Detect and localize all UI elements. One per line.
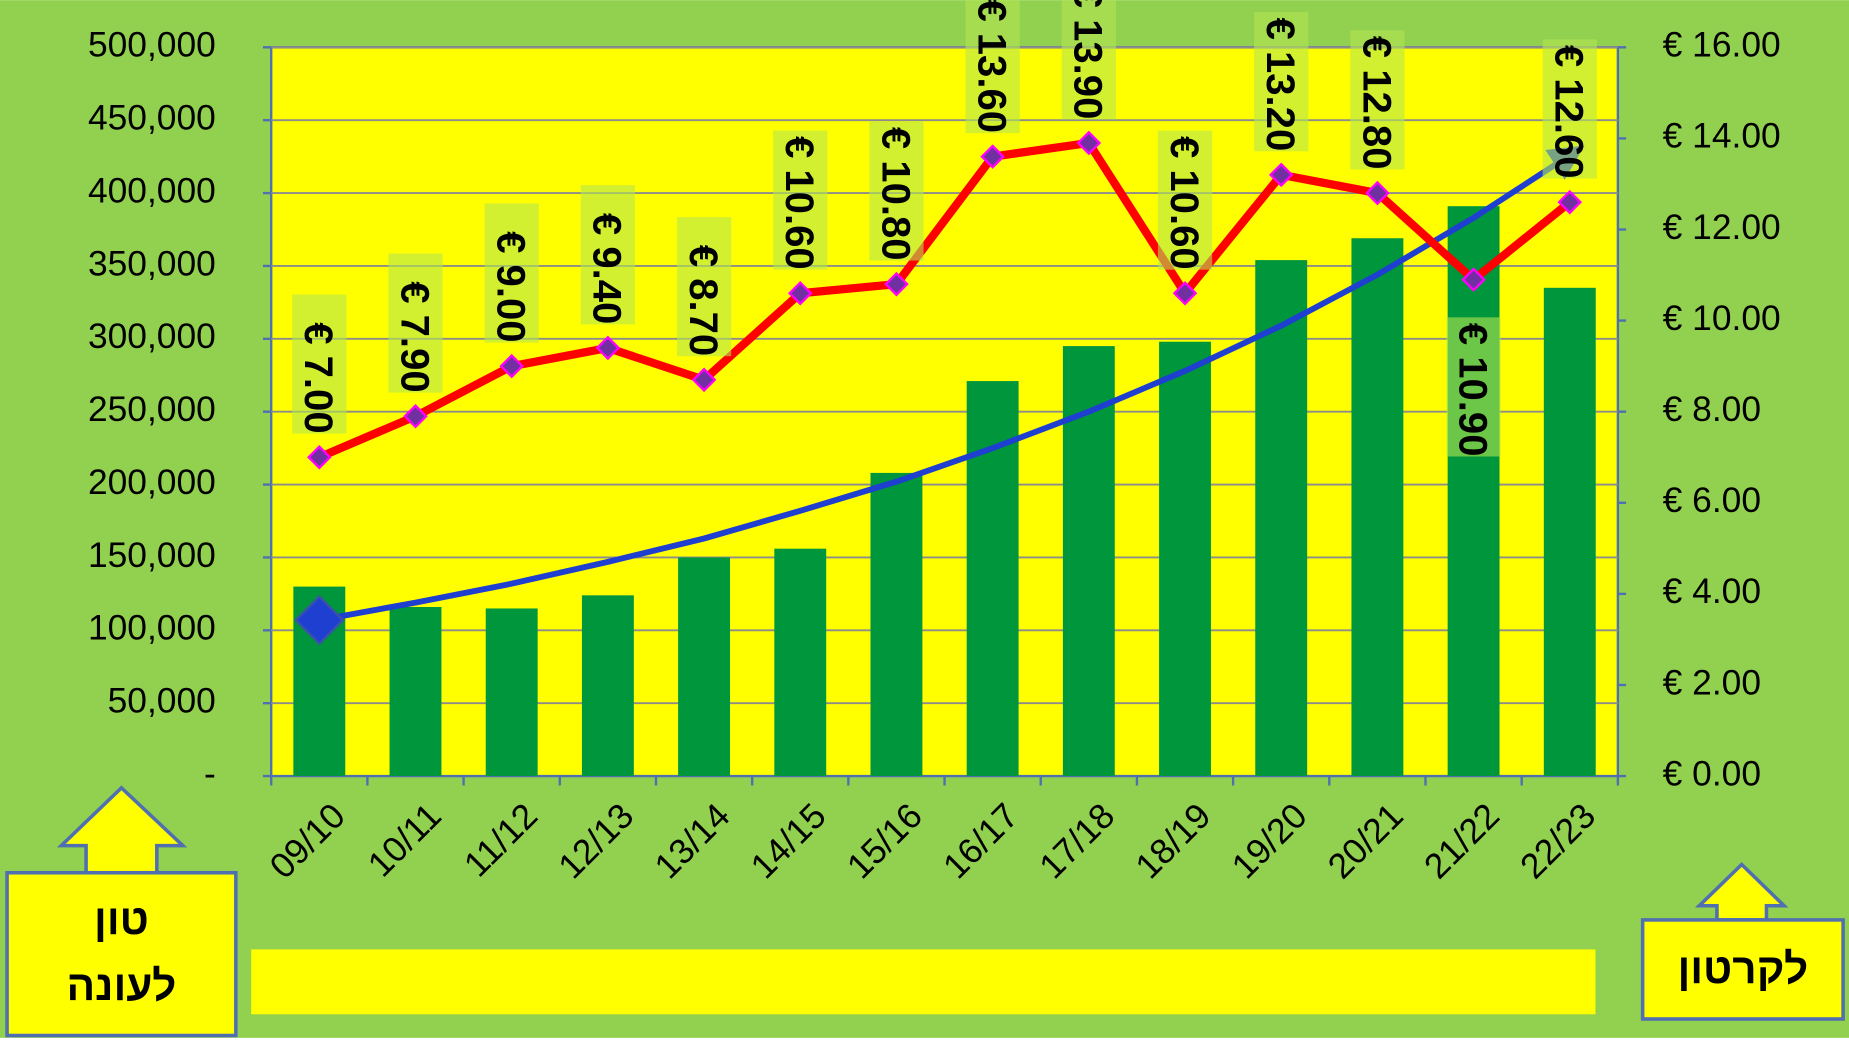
data-label-bg: [1157, 130, 1213, 270]
bar: [1351, 238, 1404, 777]
data-label: € 9.40: [585, 213, 629, 324]
price-marker: [499, 353, 524, 379]
bar: [1159, 341, 1211, 777]
data-label: € 8.70: [681, 245, 725, 356]
data-label-bg: [580, 185, 636, 325]
bar: [1255, 260, 1308, 777]
y2-tick-label: € 12.00: [1663, 208, 1781, 247]
y-tick-label: 150,000: [88, 536, 216, 575]
price-marker: [787, 280, 813, 306]
bar: [389, 606, 442, 777]
price-marker: [884, 271, 909, 297]
data-label: € 7.00: [296, 322, 340, 433]
y2-axis-label: לקרטון: [1677, 945, 1808, 992]
y2-tick-label: € 6.00: [1663, 481, 1761, 520]
y-tick-label: 500,000: [88, 26, 216, 65]
data-label: € 10.80: [873, 127, 917, 261]
y2-tick-label: € 2.00: [1663, 663, 1761, 702]
price-marker: [1172, 280, 1198, 306]
bar: [485, 608, 538, 777]
trend-start-marker: [294, 594, 345, 646]
bar: [1447, 206, 1500, 777]
data-label-bg: [676, 217, 732, 357]
price-marker: [1076, 130, 1102, 156]
y-label-box: [5, 870, 238, 1038]
data-label-bg: [1446, 317, 1501, 457]
y2-tick-label: € 16.00: [1663, 26, 1781, 65]
y-tick-label: 250,000: [88, 390, 216, 429]
y2-tick-label: € 8.00: [1663, 390, 1761, 429]
data-label-bg: [965, 0, 1020, 134]
data-label: € 13.20: [1258, 18, 1302, 152]
bar: [678, 557, 731, 777]
data-label: € 13.90: [1066, 0, 1110, 119]
y-tick-label: 300,000: [88, 317, 216, 356]
legend-box: [251, 949, 1596, 1015]
price-marker: [595, 335, 621, 361]
trend-line: [318, 145, 1585, 624]
price-marker: [1557, 189, 1583, 215]
y2-tick-label: € 4.00: [1663, 572, 1761, 611]
data-label-bg: [388, 253, 443, 393]
data-label: € 13.60: [969, 0, 1013, 133]
price-marker: [403, 403, 428, 429]
data-label-bg: [484, 203, 539, 343]
data-label: € 7.90: [392, 281, 436, 392]
y2-tick-label: € 10.00: [1663, 299, 1781, 338]
data-label: € 12.80: [1354, 36, 1398, 170]
price-marker: [307, 444, 332, 470]
data-label-bg: [1061, 0, 1116, 120]
bar: [581, 595, 634, 777]
price-marker: [1461, 267, 1486, 292]
y-tick-label: 200,000: [88, 463, 216, 502]
price-marker: [691, 367, 717, 393]
bar: [774, 548, 827, 777]
y-axis-label: טון לעונה: [66, 895, 177, 1010]
y-tick-label: 450,000: [88, 99, 216, 138]
price-marker: [1365, 180, 1390, 206]
data-label: € 10.60: [777, 136, 821, 270]
y-tick-label: 400,000: [88, 171, 216, 210]
data-label-bg: [292, 294, 347, 434]
data-label-bg: [1542, 39, 1597, 179]
y-tick-label: -: [204, 754, 216, 793]
y-tick-label: 350,000: [88, 244, 216, 283]
y2-tick-label: € 0.00: [1663, 754, 1761, 793]
data-label-bg: [869, 121, 924, 261]
price-marker: [980, 144, 1005, 169]
y2-label-box: [1640, 918, 1845, 1021]
bar: [1543, 287, 1596, 777]
data-label: € 10.60: [1162, 136, 1206, 270]
price-line: [317, 138, 1573, 462]
y2-tick-label: € 14.00: [1663, 117, 1781, 156]
y-tick-label: 50,000: [108, 682, 216, 721]
price-marker: [1268, 162, 1294, 188]
data-label: € 9.00: [489, 231, 533, 342]
bar: [870, 472, 923, 777]
data-label-bg: [1254, 12, 1309, 152]
data-label-bg: [773, 130, 828, 270]
y-label-wrap: טון לעונה: [66, 895, 177, 1010]
data-label: € 12.60: [1547, 45, 1591, 179]
data-label: € 10.90: [1450, 323, 1494, 457]
y-tick-label: 100,000: [88, 609, 216, 648]
data-label-bg: [1350, 30, 1405, 170]
